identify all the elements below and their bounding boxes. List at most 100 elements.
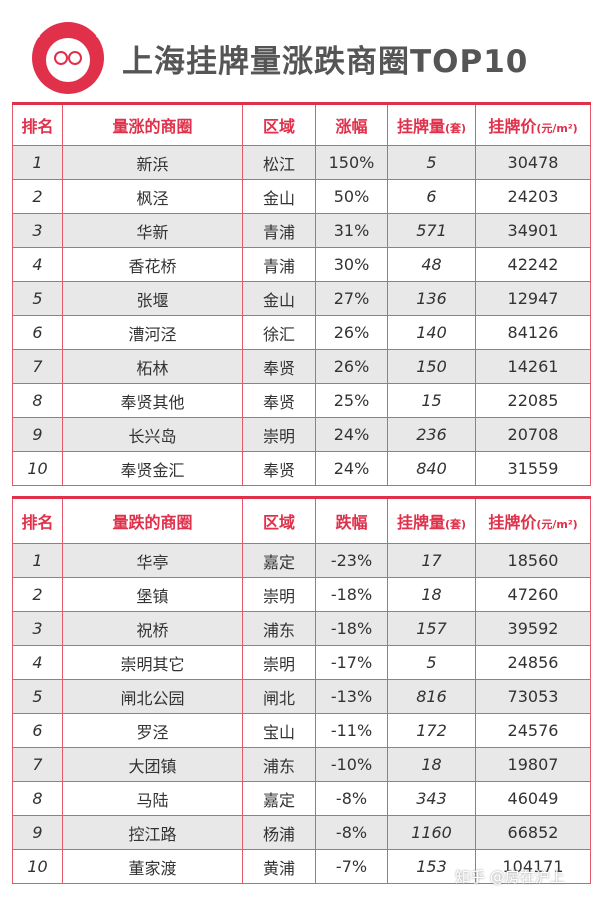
row: 7 柘林 奉贤 26% 150 14261 [12, 349, 591, 384]
header-text: 挂牌价 [488, 117, 537, 136]
cell: 571 [387, 213, 476, 248]
cell: -13% [315, 679, 388, 714]
cell: 27% [315, 281, 388, 316]
watermark: 知乎 @房在沪上 [455, 868, 565, 886]
header-unit: (套) [444, 122, 467, 135]
cell: 42242 [475, 247, 591, 282]
header-cell: 挂牌价(元/m²) [475, 102, 591, 146]
cell: 松江 [242, 145, 316, 180]
table-rise: 排名 量涨的商圈 区域 涨幅 挂牌量(套) 挂牌价(元/m²) 1 新浜 松江 150% 5 3047… [12, 102, 591, 486]
cell: 奉贤 [242, 383, 316, 418]
cell: 嘉定 [242, 781, 316, 816]
cell: 25% [315, 383, 388, 418]
cell: 73053 [475, 679, 591, 714]
cell: 1 [12, 543, 63, 578]
header-cell: 量跌的商圈 [62, 496, 243, 544]
title: 上海挂牌量涨跌商圈TOP10 [122, 44, 529, 80]
row: 9 控江路 杨浦 -8% 1160 66852 [12, 815, 591, 850]
header-cell: 排名 [12, 102, 63, 146]
cell: 66852 [475, 815, 591, 850]
table-fall: 排名 量跌的商圈 区域 跌幅 挂牌量(套) 挂牌价(元/m²) 1 华亭 嘉定 -23% 17 185… [12, 496, 591, 884]
cell: 罗泾 [62, 713, 243, 748]
cell: 青浦 [242, 247, 316, 282]
cell: 3 [12, 611, 63, 646]
cell: 236 [387, 417, 476, 452]
cell: 新浜 [62, 145, 243, 180]
cell: 19807 [475, 747, 591, 782]
cell: 张堰 [62, 281, 243, 316]
cell: 816 [387, 679, 476, 714]
cell: 3 [12, 213, 63, 248]
cell: 华新 [62, 213, 243, 248]
cell: 6 [12, 713, 63, 748]
header-cell: 区域 [242, 496, 316, 544]
cell: 343 [387, 781, 476, 816]
cell: 24% [315, 451, 388, 486]
cell: 6 [12, 315, 63, 350]
header-text: 挂牌量 [396, 117, 445, 136]
cell: 7 [12, 747, 63, 782]
row: 4 崇明其它 崇明 -17% 5 24856 [12, 645, 591, 680]
cell: 150% [315, 145, 388, 180]
cell: 172 [387, 713, 476, 748]
cell: 39592 [475, 611, 591, 646]
cell: 104171 [475, 849, 591, 884]
row: 6 漕河泾 徐汇 26% 140 84126 [12, 315, 591, 350]
header-row: 排名 量涨的商圈 区域 涨幅 挂牌量(套) 挂牌价(元/m²) [12, 102, 591, 146]
cell: 5 [12, 679, 63, 714]
cell: 34901 [475, 213, 591, 248]
cell: 浦东 [242, 611, 316, 646]
cell: 18560 [475, 543, 591, 578]
cell: 5 [387, 145, 476, 180]
cell: 50% [315, 179, 388, 214]
row: 1 华亭 嘉定 -23% 17 18560 [12, 543, 591, 578]
cell: 24% [315, 417, 388, 452]
cell: -18% [315, 577, 388, 612]
row: 3 祝桥 浦东 -18% 157 39592 [12, 611, 591, 646]
row: 5 张堰 金山 27% 136 12947 [12, 281, 591, 316]
cell: 5 [12, 281, 63, 316]
cell: 10 [12, 849, 63, 884]
cell: 堡镇 [62, 577, 243, 612]
cell: -11% [315, 713, 388, 748]
cell: 崇明其它 [62, 645, 243, 680]
cell: 9 [12, 417, 63, 452]
cell: 枫泾 [62, 179, 243, 214]
cell: 136 [387, 281, 476, 316]
cell: 30478 [475, 145, 591, 180]
cell: 大团镇 [62, 747, 243, 782]
cell: 31% [315, 213, 388, 248]
row: 2 枫泾 金山 50% 6 24203 [12, 179, 591, 214]
cell: 15 [387, 383, 476, 418]
cell: 金山 [242, 281, 316, 316]
cell: 24576 [475, 713, 591, 748]
cell: 1160 [387, 815, 476, 850]
header-cell: 挂牌量(套) [387, 496, 476, 544]
header-cell: 量涨的商圈 [62, 102, 243, 146]
row: 5 闸北公园 闸北 -13% 816 73053 [12, 679, 591, 714]
row: 7 大团镇 浦东 -10% 18 19807 [12, 747, 591, 782]
cell: 崇明 [242, 577, 316, 612]
cell: 24856 [475, 645, 591, 680]
row: 6 罗泾 宝山 -11% 172 24576 [12, 713, 591, 748]
cell: 84126 [475, 315, 591, 350]
row: 8 马陆 嘉定 -8% 343 46049 [12, 781, 591, 816]
row: 3 华新 青浦 31% 571 34901 [12, 213, 591, 248]
cell: 长兴岛 [62, 417, 243, 452]
cell: 26% [315, 315, 388, 350]
header-cell: 排名 [12, 496, 63, 544]
cell: 漕河泾 [62, 315, 243, 350]
row: 10 董家渡 黄浦 -7% 153 104171 [12, 849, 591, 884]
cell: 嘉定 [242, 543, 316, 578]
header-unit: (元/m²) [536, 518, 578, 531]
cell: 奉贤金汇 [62, 451, 243, 486]
cell: 140 [387, 315, 476, 350]
header-cell: 跌幅 [315, 496, 388, 544]
cell: 4 [12, 645, 63, 680]
row: 4 香花桥 青浦 30% 48 42242 [12, 247, 591, 282]
cell: 4 [12, 247, 63, 282]
cell: 马陆 [62, 781, 243, 816]
cell: 奉贤 [242, 451, 316, 486]
header-cell: 挂牌量(套) [387, 102, 476, 146]
cell: -17% [315, 645, 388, 680]
